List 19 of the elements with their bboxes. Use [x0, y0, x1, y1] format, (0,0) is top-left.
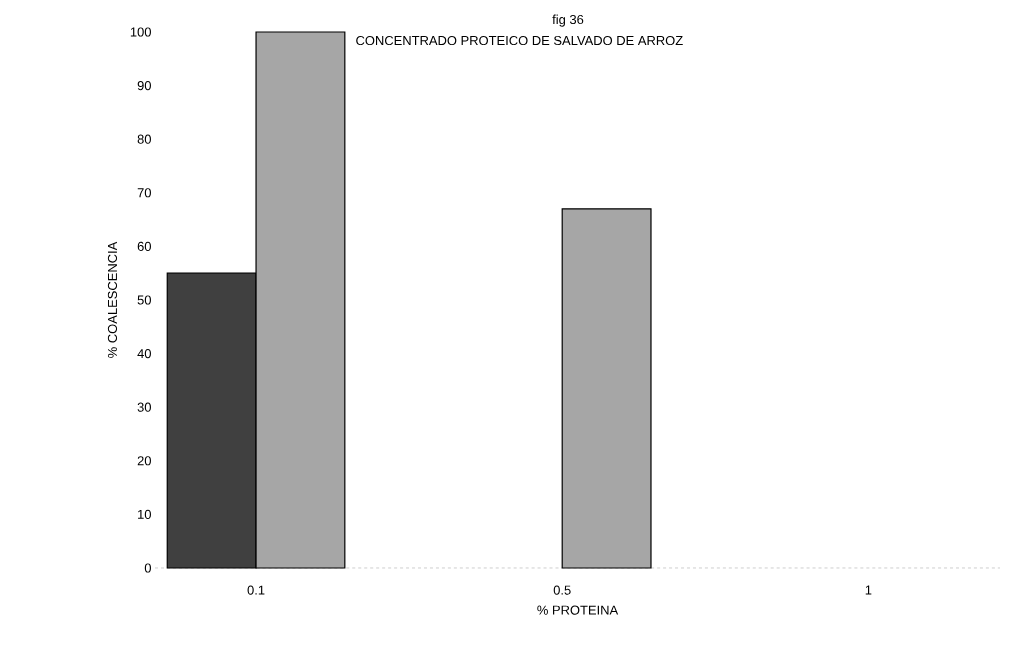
y-tick-label: 20 — [137, 456, 151, 466]
y-tick-label: 100 — [130, 27, 151, 37]
y-tick-label: 30 — [137, 402, 151, 412]
y-tick-label: 70 — [137, 188, 151, 198]
chart-subtitle: CONCENTRADO PROTEICO DE SALVADO DE ARROZ — [356, 35, 683, 46]
x-tick-label: 1 — [865, 585, 872, 595]
y-tick-label: 40 — [137, 349, 151, 359]
chart-title: fig 36 — [552, 14, 584, 27]
x-tick-label: 0.1 — [247, 585, 265, 595]
x-tick-label: 0.5 — [553, 585, 571, 595]
y-tick-label: 50 — [137, 295, 151, 305]
y-tick-label: 0 — [144, 563, 151, 573]
y-tick-label: 80 — [137, 134, 151, 144]
x-axis-title: % PROTEINA — [537, 605, 619, 615]
y-tick-label: 90 — [137, 81, 151, 91]
y-tick-label: 10 — [138, 509, 151, 519]
bar — [561, 208, 652, 569]
y-tick-label: 60 — [137, 241, 151, 251]
y-axis-title: % COALESCENCIA — [107, 241, 118, 358]
